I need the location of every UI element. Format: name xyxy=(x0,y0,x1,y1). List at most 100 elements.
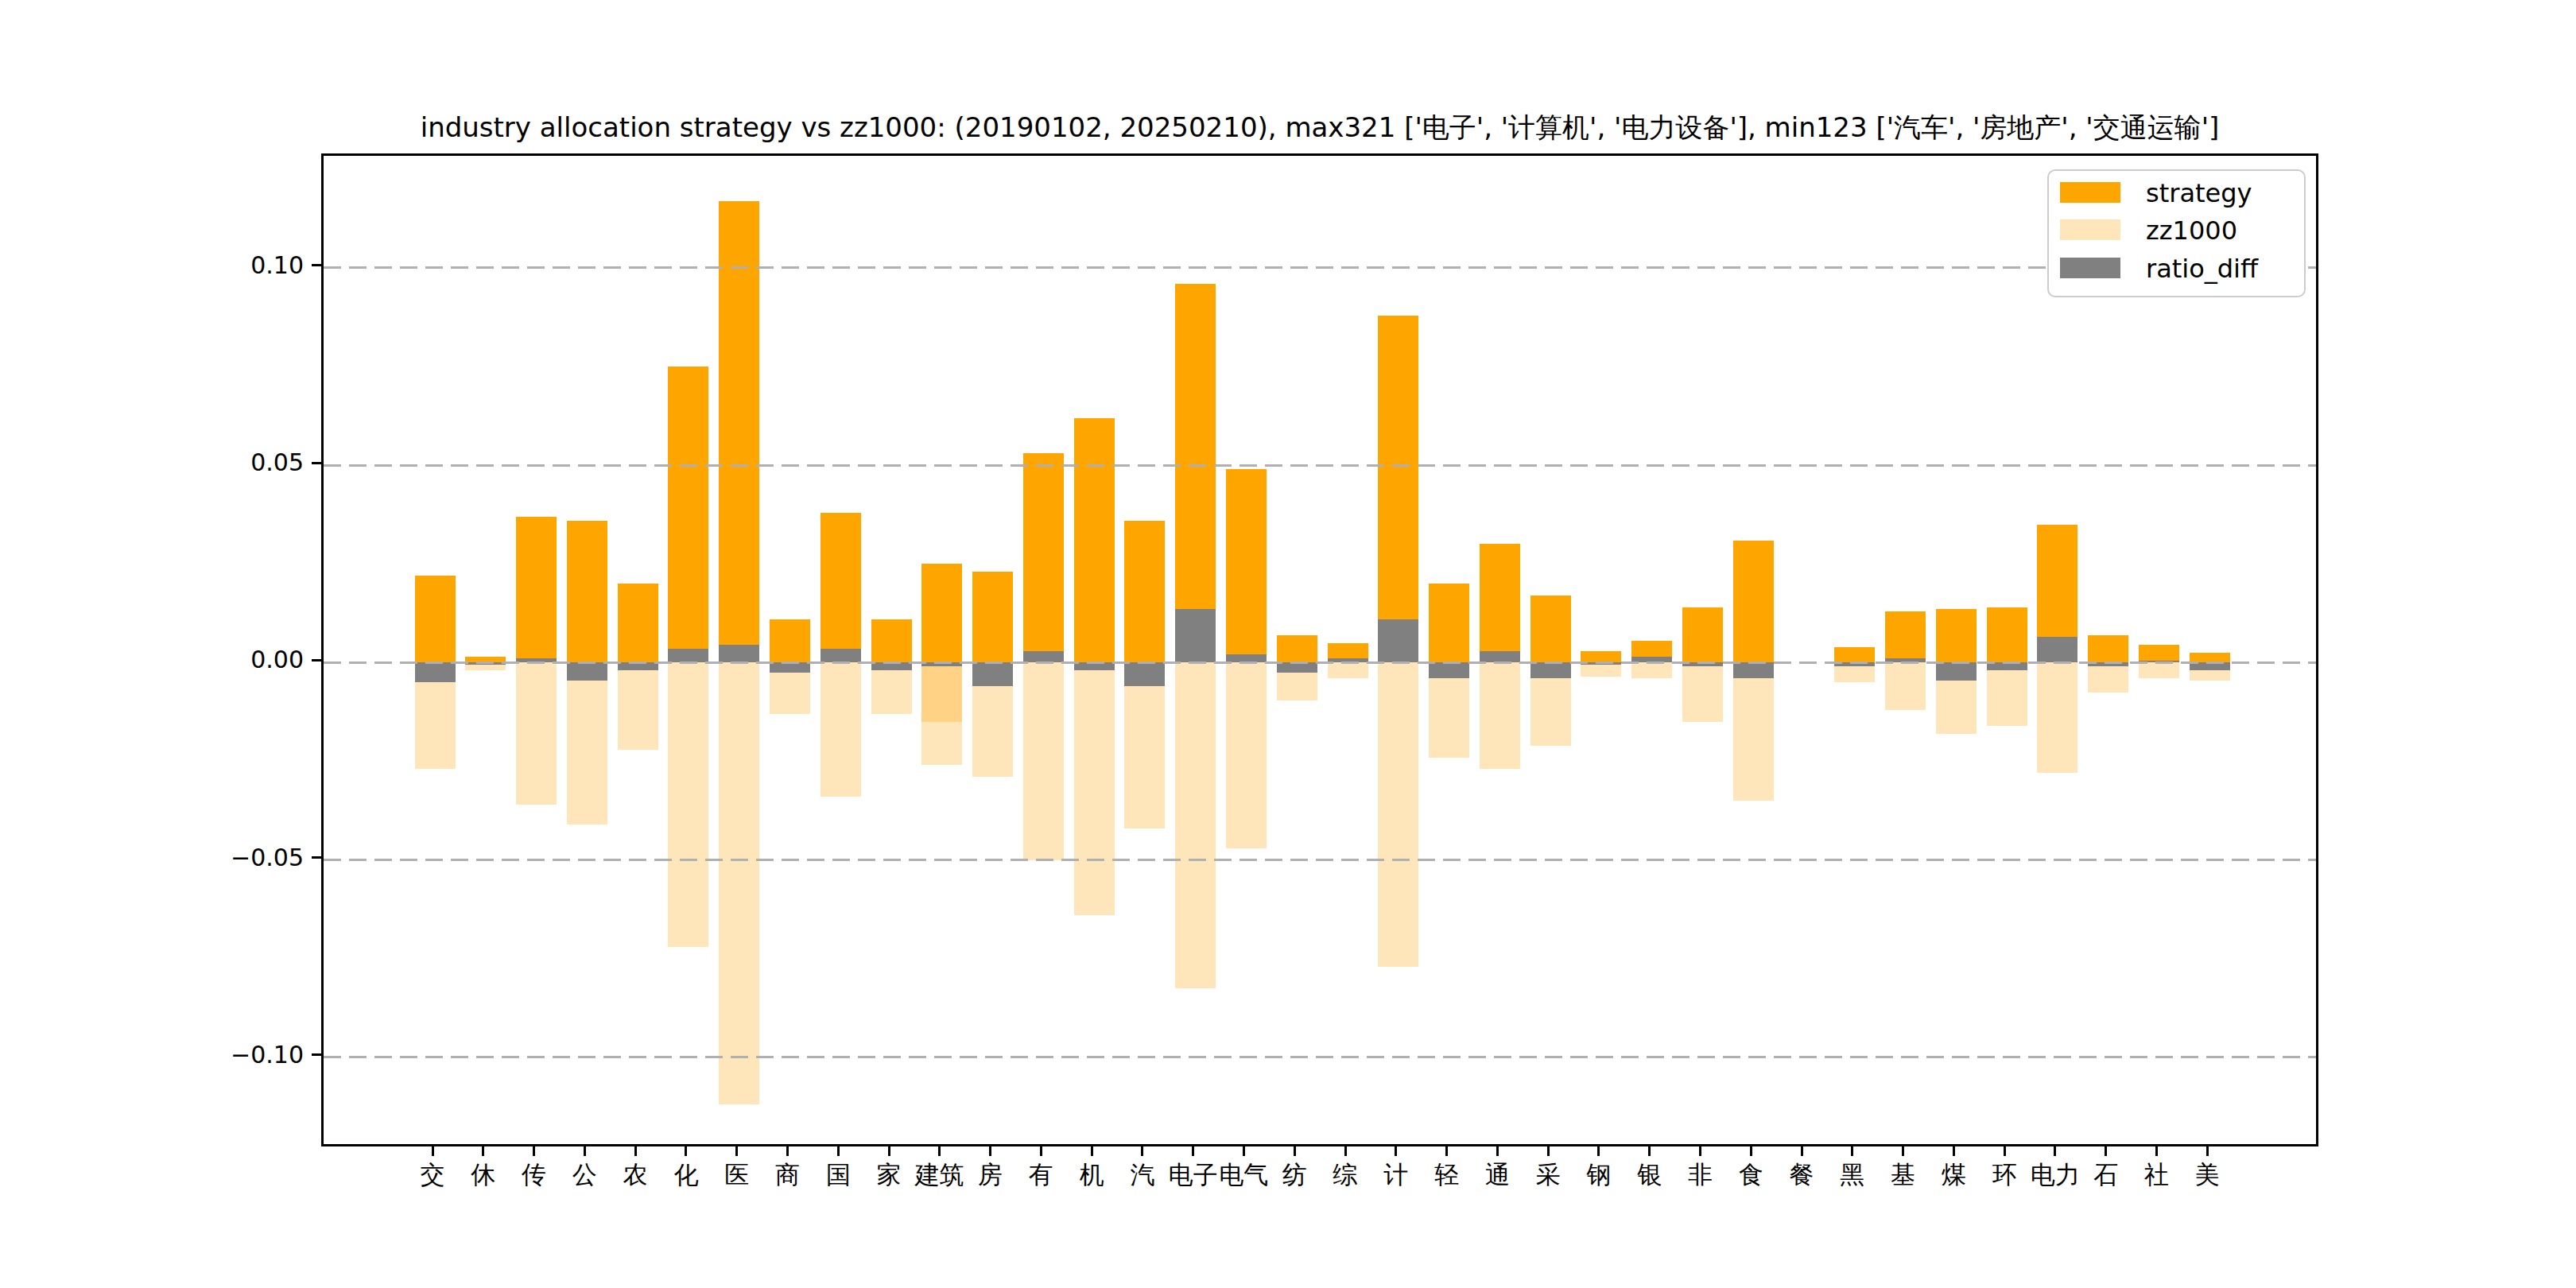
x-tick xyxy=(1445,1146,1448,1156)
bar-strategy-房 xyxy=(972,572,1013,662)
bar-zz1000-计 xyxy=(1378,662,1418,966)
x-tick xyxy=(1091,1146,1093,1156)
bar-ratio-diff-公 xyxy=(567,662,607,680)
x-tick xyxy=(482,1146,484,1156)
bar-strategy-医 xyxy=(719,201,759,663)
x-tick xyxy=(432,1146,434,1156)
y-tick-label: 0.10 xyxy=(184,254,304,277)
x-tick xyxy=(1395,1146,1397,1156)
bar-zz1000-有 xyxy=(1023,662,1064,859)
x-tick xyxy=(735,1146,738,1156)
plot-area xyxy=(321,153,2318,1146)
legend-label: zz1000 xyxy=(2146,216,2237,245)
x-tick xyxy=(685,1146,687,1156)
y-tick xyxy=(312,659,321,661)
bar-ratio-diff-电子 xyxy=(1175,609,1216,662)
bar-zz1000-基 xyxy=(1885,662,1926,710)
bar-zz1000-汽 xyxy=(1124,662,1165,828)
bar-strategy-有 xyxy=(1023,453,1064,662)
bar-strategy-建筑 xyxy=(921,564,962,662)
bar-zz1000-机 xyxy=(1074,662,1115,915)
bar-strategy-黑 xyxy=(1834,647,1875,663)
x-tick xyxy=(1851,1146,1853,1156)
x-tick xyxy=(2206,1146,2209,1156)
x-tick xyxy=(2105,1146,2107,1156)
x-tick xyxy=(786,1146,789,1156)
x-tick xyxy=(837,1146,840,1156)
bar-zz1000-overlap-建筑 xyxy=(921,662,962,721)
x-tick xyxy=(1496,1146,1499,1156)
bar-strategy-电子 xyxy=(1175,284,1216,663)
bar-zz1000-非 xyxy=(1682,662,1723,721)
x-tick xyxy=(989,1146,991,1156)
legend-label: strategy xyxy=(2146,179,2252,208)
legend-label: ratio_diff xyxy=(2146,254,2258,283)
bar-strategy-传 xyxy=(516,517,557,663)
x-tick xyxy=(1192,1146,1194,1156)
bar-strategy-公 xyxy=(567,521,607,663)
y-tick xyxy=(312,1053,321,1056)
x-tick xyxy=(1699,1146,1701,1156)
bar-zz1000-电子 xyxy=(1175,662,1216,988)
bar-zz1000-电力 xyxy=(2037,662,2077,773)
bar-strategy-家 xyxy=(871,619,912,663)
bar-strategy-食 xyxy=(1733,541,1774,663)
bar-zz1000-化 xyxy=(668,662,708,946)
bar-zz1000-电气 xyxy=(1226,662,1267,848)
bar-zz1000-环 xyxy=(1987,662,2027,725)
bar-strategy-交 xyxy=(415,576,456,662)
y-tick xyxy=(312,856,321,859)
bar-zz1000-钢 xyxy=(1581,662,1621,676)
gridline-0.10 xyxy=(324,266,2316,269)
y-tick-label: 0.05 xyxy=(184,451,304,475)
bar-ratio-diff-房 xyxy=(972,662,1013,686)
bar-strategy-非 xyxy=(1682,607,1723,662)
bar-zz1000-传 xyxy=(516,662,557,805)
gridline-0.05 xyxy=(324,464,2316,467)
x-tick xyxy=(1597,1146,1600,1156)
bar-strategy-纺 xyxy=(1277,635,1317,663)
bar-strategy-轻 xyxy=(1429,584,1469,662)
bar-zz1000-银 xyxy=(1631,662,1672,678)
bar-ratio-diff-采 xyxy=(1530,662,1571,678)
bar-zz1000-社 xyxy=(2139,662,2179,678)
bar-ratio-diff-食 xyxy=(1733,662,1774,678)
bar-zz1000-农 xyxy=(618,662,658,749)
bar-ratio-diff-医 xyxy=(719,645,759,662)
bar-strategy-采 xyxy=(1530,596,1571,662)
x-tick xyxy=(1648,1146,1651,1156)
bar-strategy-计 xyxy=(1378,316,1418,663)
bar-ratio-diff-汽 xyxy=(1124,662,1165,686)
gridline-0.00 xyxy=(324,661,2316,664)
bar-ratio-diff-国 xyxy=(821,649,861,662)
matplotlib-figure: industry allocation strategy vs zz1000: … xyxy=(0,0,2576,1288)
x-tick xyxy=(938,1146,941,1156)
bar-ratio-diff-计 xyxy=(1378,619,1418,663)
x-tick xyxy=(1344,1146,1347,1156)
bar-zz1000-国 xyxy=(821,662,861,797)
bar-ratio-diff-交 xyxy=(415,662,456,682)
bar-strategy-商 xyxy=(770,619,810,663)
x-tick xyxy=(1953,1146,1955,1156)
bar-ratio-diff-轻 xyxy=(1429,662,1469,678)
bar-ratio-diff-煤 xyxy=(1936,662,1977,680)
y-tick-label: 0.00 xyxy=(184,648,304,672)
x-tick xyxy=(1294,1146,1296,1156)
bar-zz1000-食 xyxy=(1733,662,1774,801)
x-tick xyxy=(888,1146,890,1156)
x-tick xyxy=(533,1146,535,1156)
bar-strategy-通 xyxy=(1480,544,1520,662)
bar-zz1000-通 xyxy=(1480,662,1520,769)
bar-strategy-化 xyxy=(668,367,708,662)
gridline-−0.10 xyxy=(324,1056,2316,1058)
legend-swatch-ratio_diff xyxy=(2060,258,2120,278)
x-tick-label-美: 美 xyxy=(2143,1162,2271,1187)
y-tick xyxy=(312,264,321,266)
bar-zz1000-公 xyxy=(567,662,607,824)
bar-strategy-石 xyxy=(2088,635,2128,663)
x-tick xyxy=(2054,1146,2056,1156)
x-tick xyxy=(1547,1146,1550,1156)
bar-zz1000-综 xyxy=(1328,662,1368,678)
legend: strategy zz1000 ratio_diff xyxy=(2047,169,2306,297)
bar-strategy-汽 xyxy=(1124,521,1165,663)
